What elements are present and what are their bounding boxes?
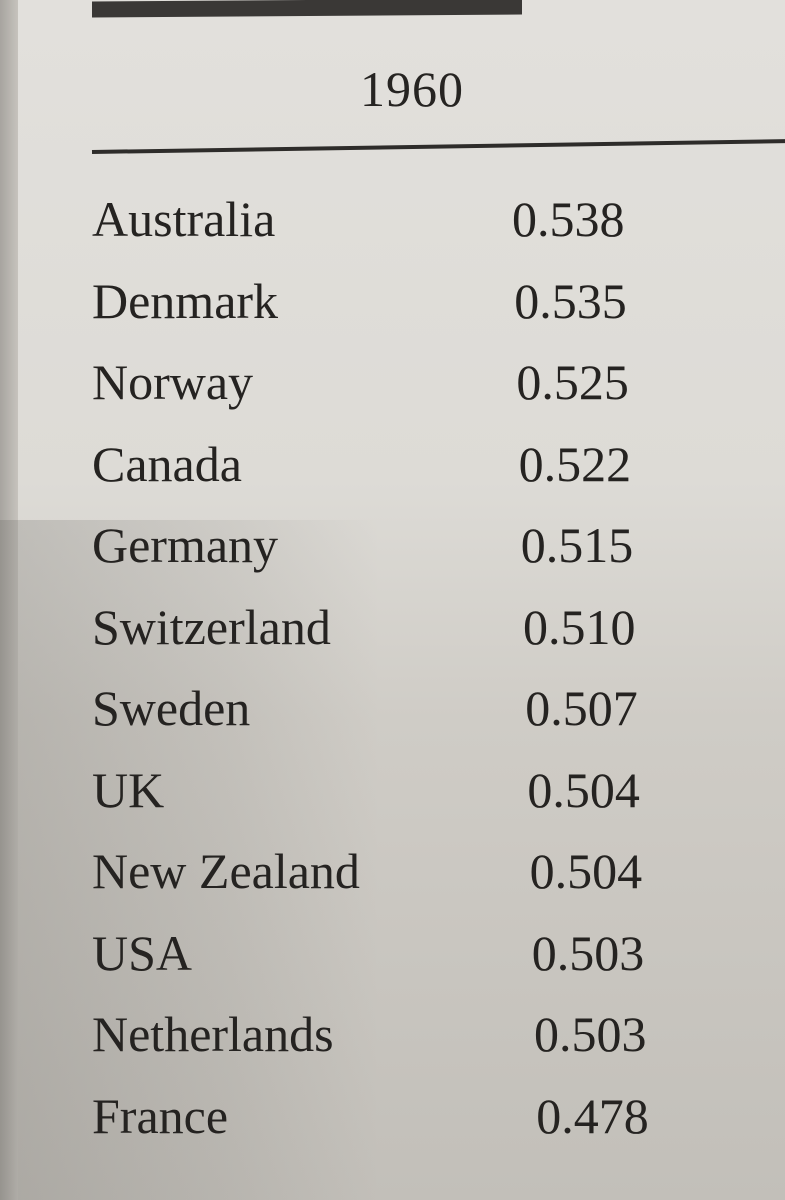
table-row: New Zealand 0.504 (0, 842, 785, 912)
year-column-header: 1960 (360, 61, 464, 117)
country-cell: New Zealand (92, 843, 360, 899)
page-binding-edge (0, 0, 18, 1200)
table-row: Germany 0.515 (0, 516, 785, 586)
table-row: Australia 0.538 (0, 190, 785, 260)
country-cell: France (92, 1087, 229, 1144)
value-cell: 0.535 (514, 272, 627, 329)
table-row: USA 0.503 (0, 924, 785, 994)
table-row: France 0.478 (0, 1087, 785, 1157)
value-cell: 0.515 (520, 517, 634, 573)
country-cell: Sweden (92, 680, 251, 736)
country-cell: Norway (92, 354, 254, 410)
value-cell: 0.503 (534, 1006, 647, 1062)
country-cell: Netherlands (92, 1006, 334, 1062)
country-cell: Switzerland (92, 598, 331, 655)
country-cell: USA (92, 924, 193, 981)
table-row: Switzerland 0.510 (0, 598, 785, 668)
table-row: Norway 0.525 (0, 353, 785, 423)
table-row: Sweden 0.507 (0, 679, 785, 749)
value-cell: 0.510 (523, 598, 636, 655)
table-row: Netherlands 0.503 (0, 1005, 785, 1075)
country-cell: Denmark (92, 272, 279, 329)
value-cell: 0.504 (527, 761, 640, 818)
table-row: Canada 0.522 (0, 435, 785, 505)
value-cell: 0.478 (536, 1087, 649, 1144)
value-cell: 0.503 (531, 924, 645, 981)
country-cell: Canada (92, 435, 242, 492)
value-cell: 0.507 (525, 680, 638, 736)
value-cell: 0.522 (518, 435, 632, 492)
table-row: Denmark 0.535 (0, 272, 785, 342)
country-cell: UK (92, 761, 165, 818)
country-cell: Australia (92, 191, 276, 247)
value-cell: 0.538 (512, 191, 625, 247)
value-cell: 0.504 (529, 843, 643, 899)
country-cell: Germany (92, 517, 279, 573)
value-cell: 0.525 (516, 354, 629, 410)
table-row: UK 0.504 (0, 761, 785, 831)
